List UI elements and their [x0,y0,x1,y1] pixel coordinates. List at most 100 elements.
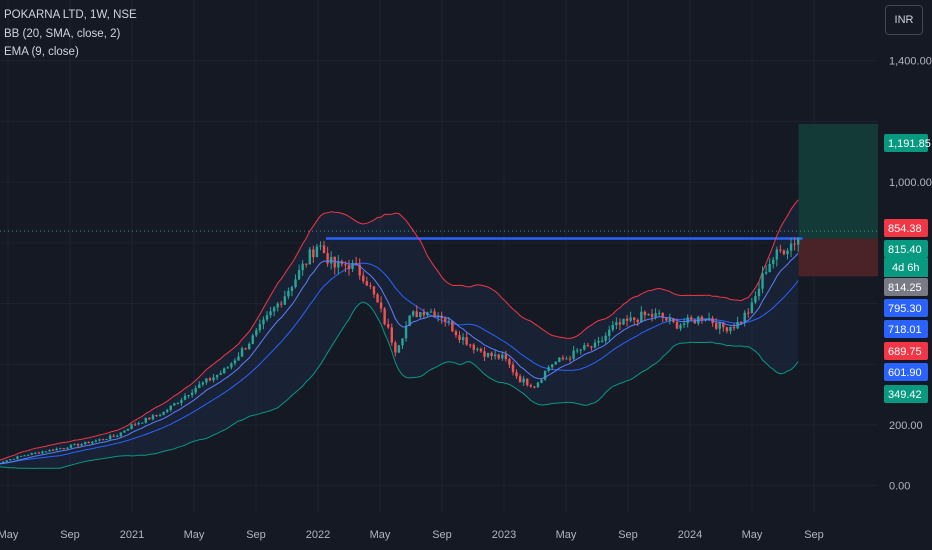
candle-body [351,263,354,270]
x-tick-label: 2024 [678,529,702,541]
symbol-title[interactable]: POKARNA LTD, 1W, NSE [4,9,137,21]
candle-body [504,354,508,360]
candle-body [757,288,761,297]
candle-body [173,403,176,406]
candle-body [365,281,369,286]
candle-body [647,314,650,316]
candle-body [123,430,126,433]
candle-body [169,405,172,410]
candle-body [472,344,475,350]
candle-body [372,286,376,295]
candle-body [5,460,8,462]
candle-body [461,337,465,340]
candle-body [447,320,451,322]
x-tick-label: 2022 [306,529,330,541]
candle-body [383,308,386,325]
candle-body [465,337,468,345]
candle-body [280,303,283,305]
price-tag-label: 718.01 [888,324,922,336]
candle-body [629,317,632,321]
candle-body [672,318,675,323]
candle-body [433,311,436,318]
x-tick-label: May [0,529,19,541]
candle-body [426,312,429,316]
candle-body [522,378,525,383]
candle-body [789,243,793,251]
candle-body [679,324,682,329]
candle-body [55,448,58,451]
candle-body [198,384,201,389]
candle-body [237,356,240,361]
candle-body [319,245,322,247]
candle-body [294,279,297,288]
price-tag [884,278,928,296]
candle-body [497,354,500,359]
price-tag-label: 689.75 [888,346,922,358]
price-tag [884,299,928,317]
candle-body [262,319,265,325]
bollinger-legend[interactable]: BB (20, SMA, close, 2) [4,27,121,40]
candle-body [732,327,736,329]
candle-body [668,318,672,321]
candle-body [190,392,194,396]
candle-body [41,451,44,454]
candle-body [379,302,383,309]
y-tick-label: 1,400.00 [889,56,932,68]
candle-body [312,249,315,258]
candle-body [26,454,30,456]
price-tag [884,363,928,381]
candle-body [326,253,329,264]
candle-body [69,444,73,448]
y-tick-label: 0.00 [889,481,910,493]
y-tick-label: 200.00 [889,420,923,432]
candle-body [643,311,647,316]
candle-body [707,318,711,320]
candle-body [148,417,151,420]
candle-body [244,348,247,350]
price-tag-label: 1,191.85 [888,138,931,150]
candle-body [297,270,301,280]
candle-body [62,448,65,450]
candle-body [493,354,497,357]
price-tag [884,342,928,360]
candle-body [604,335,607,341]
candle-body [272,307,276,312]
candle-body [162,411,165,416]
candle-body [611,324,615,330]
price-tag-label: 349.42 [888,389,922,401]
candle-body [415,311,418,318]
currency-button[interactable]: INR [885,5,923,35]
price-tag-label: 795.30 [888,303,922,315]
candle-body [91,441,94,444]
candle-body [137,422,140,425]
candle-body [583,345,586,350]
candle-body [739,321,743,323]
candle-body [347,265,351,270]
candle-body [397,345,401,353]
candle-body [283,296,287,305]
candle-body [116,435,119,437]
price-tag [884,134,928,152]
candle-body [133,424,137,426]
price-tag [884,219,928,237]
candle-body [575,350,579,352]
x-tick-label: Sep [60,529,80,541]
candle-body [404,326,408,339]
candle-body [265,315,269,320]
bollinger-basis-line [0,262,799,464]
candle-body [247,343,251,350]
candle-body [176,403,180,405]
candle-body [322,245,326,254]
candle-body [511,364,515,373]
candle-body [19,455,23,457]
x-tick-label: Sep [432,529,452,541]
candle-body [675,322,679,329]
candle-body [729,327,732,332]
candle-body [540,379,543,383]
ema-legend[interactable]: EMA (9, close) [4,46,79,58]
candle-body [561,357,565,360]
candle-body [408,315,411,327]
candle-body [315,246,319,258]
